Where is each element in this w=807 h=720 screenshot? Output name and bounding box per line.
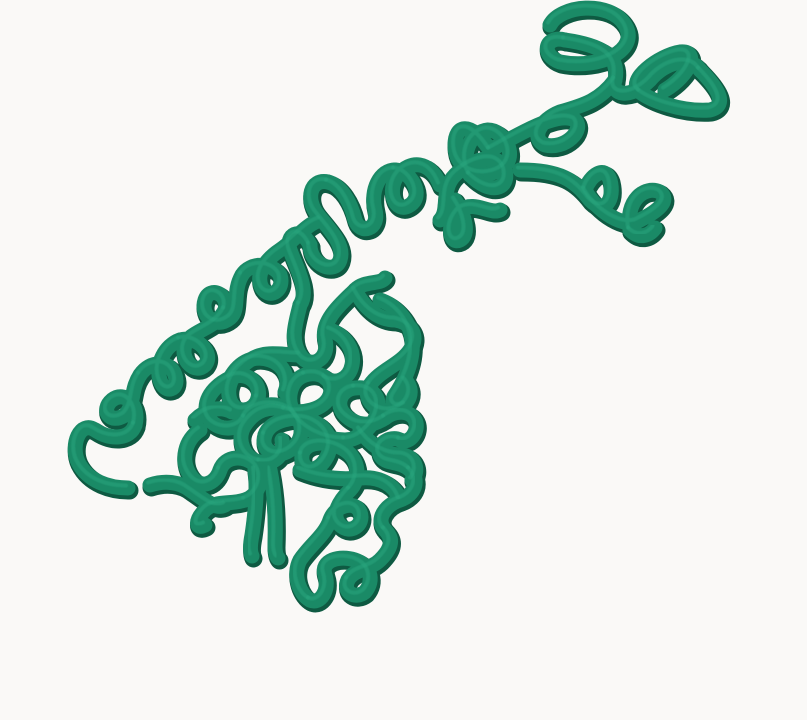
tube-segment-highlight — [306, 553, 371, 601]
tube-segment-highlight — [626, 223, 655, 236]
tube-segment-highlight — [71, 420, 135, 488]
tube-segment-highlight — [296, 465, 400, 500]
tube-segment-highlight — [561, 35, 700, 93]
tube-segment-highlight — [636, 65, 720, 110]
tube-segment-highlight — [321, 325, 353, 381]
tube-segment-highlight — [290, 273, 385, 362]
tube-segment-highlight — [516, 165, 612, 206]
tube-segment-highlight — [266, 465, 278, 558]
tube-segment — [629, 44, 699, 100]
tube-segment-highlight — [202, 371, 259, 428]
tube-segment-highlight — [388, 160, 440, 207]
tube-segment-highlight — [176, 305, 225, 368]
tube-segment-highlight — [256, 435, 283, 463]
tube-segment-highlight — [363, 375, 411, 411]
tube-segment-highlight — [341, 383, 379, 440]
tube-segment-highlight — [136, 335, 180, 389]
tube-segment-highlight — [281, 369, 331, 412]
tube-segment-highlight — [226, 353, 287, 392]
tube-segment-highlight — [180, 425, 220, 484]
tube-segment — [277, 366, 339, 420]
tube-segment — [132, 332, 188, 397]
tube-segment-highlight — [375, 434, 410, 470]
tube-segment — [482, 72, 623, 158]
tube-segment — [432, 151, 514, 228]
tube-segment-highlight — [543, 3, 629, 64]
tube-segment-highlight — [200, 270, 242, 322]
tube-segment-highlight — [193, 495, 245, 526]
tube-highlight-layer — [71, 3, 720, 601]
tube-segment-highlight — [237, 403, 285, 462]
tube-segment-highlight — [146, 477, 225, 506]
tube-segment-highlight — [446, 195, 500, 241]
tube-segment-highlight — [324, 165, 395, 229]
tube-segment-highlight — [246, 465, 257, 556]
tube-segment-highlight — [344, 525, 391, 580]
tube-segment-highlight — [326, 485, 361, 529]
tube-segment-highlight — [306, 177, 341, 267]
tube-segment-highlight — [632, 47, 691, 92]
tube-segment-highlight — [451, 124, 510, 175]
tube-segment-highlight — [102, 370, 140, 425]
tube-segment-highlight — [292, 515, 330, 600]
tube-segment-highlight — [436, 154, 506, 220]
tube-segment-highlight — [486, 75, 615, 150]
tube-segment-highlight — [376, 295, 413, 407]
tube-segment-highlight — [285, 370, 345, 440]
tube-segment-highlight — [238, 215, 320, 293]
tube-segment-highlight — [191, 404, 232, 420]
tube-segment-highlight — [241, 400, 302, 454]
tube-segment-highlight — [356, 425, 416, 480]
tube-segment-highlight — [381, 407, 417, 441]
tube-segment-highlight — [581, 185, 664, 230]
